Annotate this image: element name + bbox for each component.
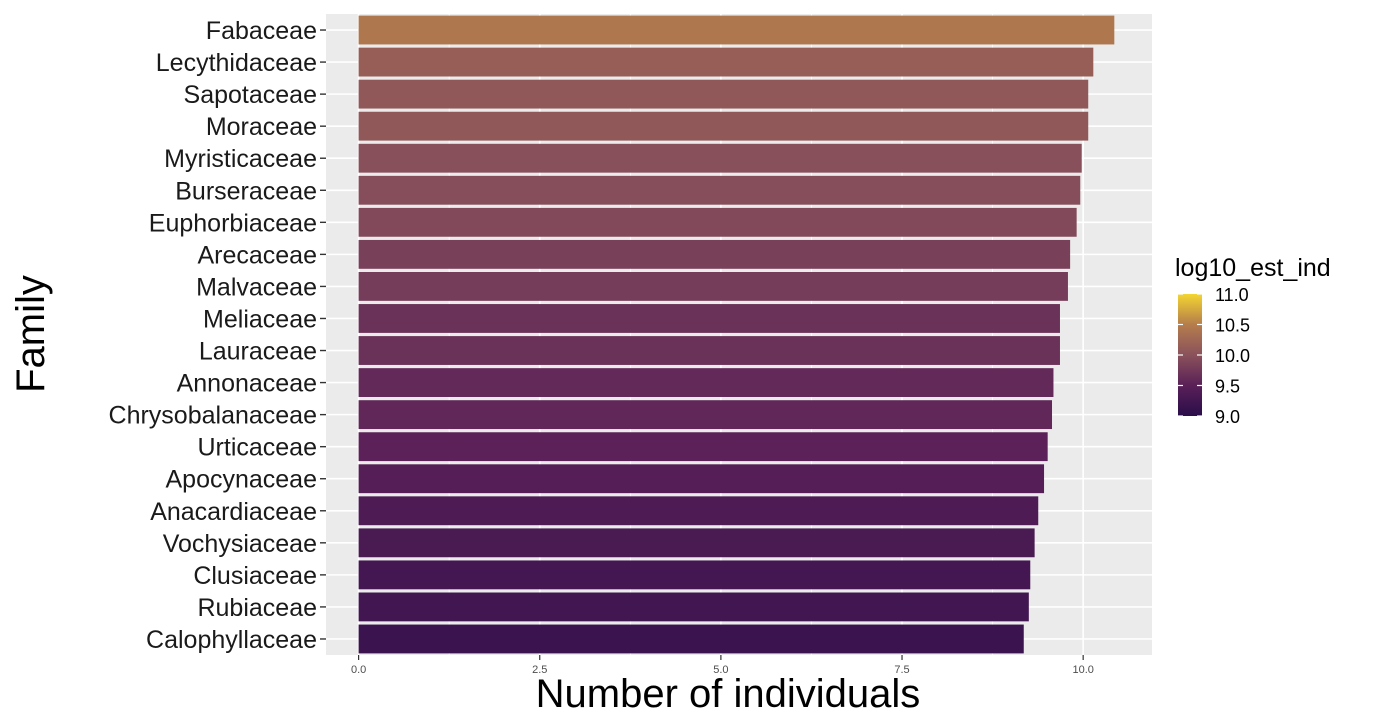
x-tick-label: 2.5 [532, 664, 547, 676]
category-label-vochysiaceae: Vochysiaceae [163, 530, 317, 558]
bar-apocynaceae [358, 464, 1045, 494]
category-label-malvaceae: Malvaceae [196, 273, 317, 301]
x-axis-title: Number of individuals [536, 672, 921, 713]
bar-myristicaceae [358, 143, 1082, 173]
bar-moraceae [358, 111, 1089, 141]
bar-vochysiaceae [358, 528, 1035, 558]
category-label-urticaceae: Urticaceae [198, 434, 318, 462]
category-label-chrysobalanaceae: Chrysobalanaceae [109, 402, 317, 430]
category-label-sapotaceae: Sapotaceae [184, 81, 317, 109]
plot-panel [326, 14, 1152, 655]
category-label-calophyllaceae: Calophyllaceae [146, 626, 317, 654]
bar-calophyllaceae [358, 624, 1024, 654]
category-label-anacardiaceae: Anacardiaceae [150, 498, 317, 526]
legend-tick-label: 9.5 [1215, 377, 1240, 397]
category-label-annonaceae: Annonaceae [177, 370, 317, 398]
y-axis-title: Family [9, 275, 53, 393]
category-label-rubiaceae: Rubiaceae [197, 594, 317, 622]
bar-annonaceae [358, 368, 1054, 397]
category-label-lauraceae: Lauraceae [199, 338, 317, 366]
x-tick-label: 5.0 [713, 664, 728, 676]
legend-ticks: 9.0 9.5 10.0 10.5 11.0 [1178, 285, 1250, 427]
bars [358, 15, 1115, 654]
category-label-euphorbiaceae: Euphorbiaceae [149, 209, 317, 237]
category-label-fabaceae: Fabaceae [206, 17, 317, 45]
bar-anacardiaceae [358, 496, 1039, 526]
category-label-clusiaceae: Clusiaceae [193, 562, 317, 590]
bar-euphorbiaceae [358, 207, 1077, 237]
bar-urticaceae [358, 432, 1048, 462]
bar-chrysobalanaceae [358, 400, 1053, 430]
legend-tick-label: 10.0 [1215, 346, 1250, 366]
bar-fabaceae [358, 15, 1115, 45]
bar-clusiaceae [358, 560, 1031, 590]
bar-lecythidaceae [358, 47, 1094, 77]
category-labels: Fabaceae Lecythidaceae Sapotaceae Moraceae M… [109, 17, 326, 654]
bar-malvaceae [358, 272, 1068, 301]
legend-tick-label: 9.0 [1215, 407, 1240, 427]
x-tick-label: 7.5 [894, 664, 909, 676]
bar-rubiaceae [358, 592, 1029, 622]
bar-burseraceae [358, 175, 1081, 205]
bar-meliaceae [358, 304, 1060, 333]
x-tick-labels: 0.0 2.5 5.0 7.5 10.0 [351, 655, 1094, 676]
color-legend: log10_est_ind 9.0 9.5 10.0 10.5 11.0 [1175, 254, 1331, 427]
x-tick-label: 0.0 [351, 664, 366, 676]
legend-tick-label: 11.0 [1215, 285, 1249, 305]
legend-tick-label: 10.5 [1215, 316, 1250, 336]
category-label-burseraceae: Burseraceae [175, 177, 317, 205]
category-label-lecythidaceae: Lecythidaceae [156, 49, 317, 77]
category-label-apocynaceae: Apocynaceae [165, 466, 317, 494]
bar-lauraceae [358, 336, 1060, 365]
category-label-meliaceae: Meliaceae [203, 305, 317, 333]
x-tick-label: 10.0 [1072, 664, 1093, 676]
category-label-moraceae: Moraceae [206, 113, 317, 141]
category-label-arecaceae: Arecaceae [197, 241, 317, 269]
bar-sapotaceae [358, 79, 1089, 109]
legend-title: log10_est_ind [1175, 254, 1331, 282]
bar-arecaceae [358, 239, 1071, 269]
category-label-myristicaceae: Myristicaceae [164, 145, 317, 173]
